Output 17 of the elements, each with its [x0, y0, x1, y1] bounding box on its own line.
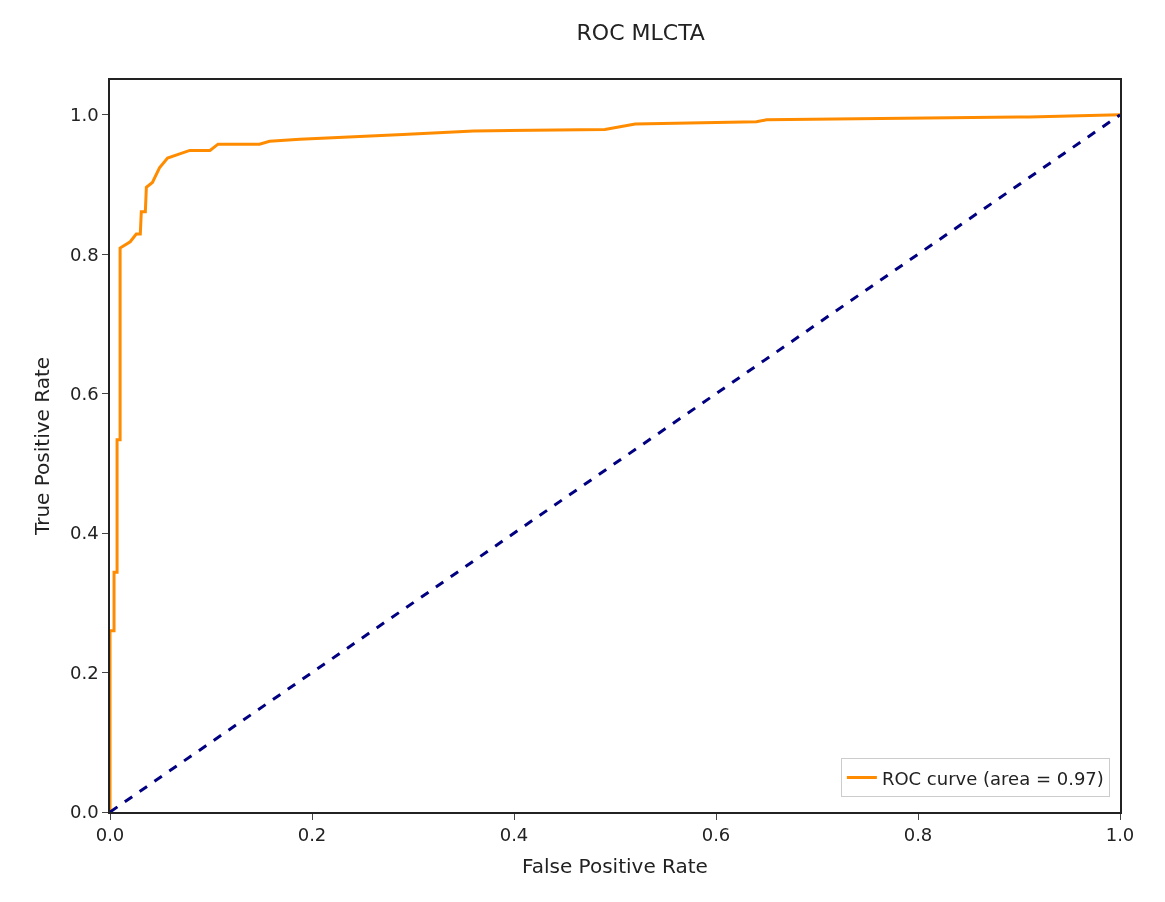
y-axis-title: True Positive Rate [30, 356, 55, 537]
y-tick-label: 1.0 [70, 104, 99, 126]
y-tick-label: 0.2 [70, 661, 99, 683]
x-tick-label: 1.0 [1105, 824, 1135, 846]
chart-title: ROC MLCTA [576, 20, 705, 45]
y-tick-label: 0.4 [70, 522, 99, 544]
y-tick-label: 0.0 [70, 801, 99, 823]
y-tick-label: 0.8 [70, 243, 99, 265]
legend-label: ROC curve (area = 0.97) [881, 767, 1104, 789]
x-tick-label: 0.8 [903, 824, 933, 846]
x-tick-label: 0.2 [297, 824, 327, 846]
x-tick-label: 0.6 [701, 824, 731, 846]
line-series [110, 113, 1120, 812]
x-tick-label: 0.0 [95, 824, 125, 846]
x-axis-title: False Positive Rate [522, 854, 708, 879]
x-tick-label: 0.4 [499, 824, 529, 846]
y-tick-label: 0.6 [70, 383, 99, 405]
